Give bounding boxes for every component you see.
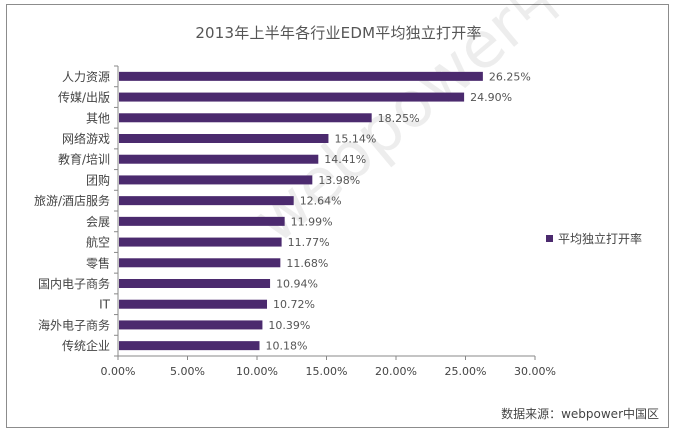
x-tick-label: 0.00% — [101, 365, 136, 378]
category-label: 航空 — [86, 235, 110, 250]
value-label: 11.77% — [288, 236, 330, 249]
category-label: 网络游戏 — [62, 131, 110, 146]
category-label: 教育/培训 — [58, 152, 110, 167]
value-label: 12.64% — [300, 195, 342, 208]
value-label: 14.41% — [324, 153, 366, 166]
bar — [119, 320, 263, 330]
value-label: 11.99% — [291, 215, 333, 228]
value-label: 10.72% — [273, 298, 315, 311]
x-tick-label: 30.00% — [514, 365, 556, 378]
x-tick-label: 25.00% — [445, 365, 487, 378]
value-label: 15.14% — [334, 133, 376, 146]
data-source: 数据来源：webpower中国区 — [501, 407, 659, 421]
category-label: 人力资源 — [62, 70, 110, 84]
category-label: 其他 — [86, 111, 110, 125]
value-label: 26.25% — [489, 70, 531, 83]
category-label: 零售 — [86, 255, 110, 270]
x-tick-label: 10.00% — [236, 365, 278, 378]
value-label: 10.18% — [266, 340, 308, 353]
x-tick-label: 15.00% — [306, 365, 348, 378]
category-label: 旅游/酒店服务 — [34, 193, 110, 208]
bar — [119, 92, 465, 102]
x-tick-label: 20.00% — [375, 365, 417, 378]
bar — [119, 71, 483, 81]
bar — [119, 154, 319, 164]
category-label: 国内电子商务 — [38, 276, 110, 291]
bar — [119, 237, 282, 247]
category-label: 传媒/出版 — [58, 90, 110, 105]
bar — [119, 216, 285, 226]
category-label: 会展 — [86, 215, 110, 229]
x-tick-label: 5.00% — [170, 365, 205, 378]
category-label: IT — [99, 298, 111, 312]
chart-title: 2013年上半年各行业EDM平均独立打开率 — [195, 24, 482, 42]
bar — [119, 196, 294, 206]
value-label: 13.98% — [318, 174, 360, 187]
value-label: 18.25% — [378, 112, 420, 125]
legend-label: 平均独立打开率 — [558, 231, 642, 246]
bar — [119, 175, 313, 185]
bar — [119, 113, 372, 123]
value-label: 10.94% — [276, 278, 318, 291]
bar — [119, 341, 260, 351]
value-label: 10.39% — [268, 319, 310, 332]
bar — [119, 258, 281, 268]
category-label: 团购 — [86, 172, 110, 187]
bar — [119, 299, 268, 309]
category-label: 海外电子商务 — [38, 317, 110, 332]
bar — [119, 279, 271, 288]
bar — [119, 134, 329, 143]
value-label: 11.68% — [286, 257, 328, 270]
value-label: 24.90% — [470, 91, 512, 104]
category-label: 传统企业 — [62, 338, 110, 353]
legend-swatch — [546, 235, 553, 242]
